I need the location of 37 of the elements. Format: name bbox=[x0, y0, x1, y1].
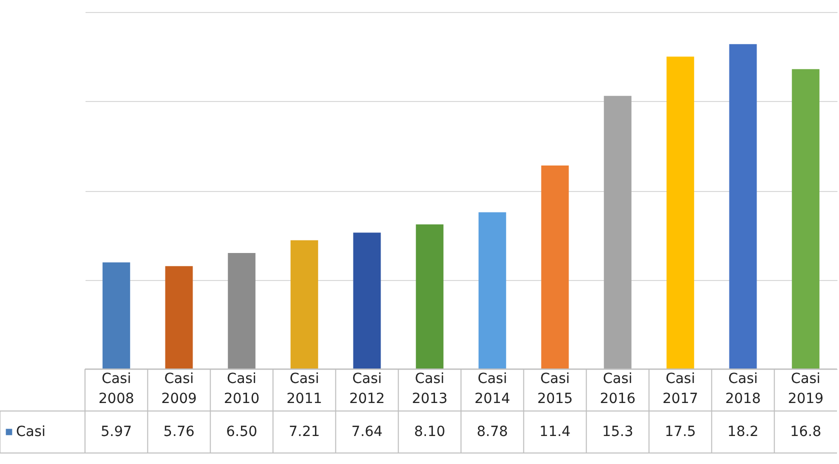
x-tick-label: Casi 2011 bbox=[286, 371, 322, 407]
data-label: 8.10 bbox=[414, 424, 446, 440]
data-label: 5.97 bbox=[100, 424, 132, 440]
bar bbox=[353, 232, 381, 369]
x-tick-label: Casi 2015 bbox=[537, 371, 573, 407]
data-label: 15.3 bbox=[602, 424, 634, 440]
x-tick-label: Casi 2019 bbox=[788, 371, 824, 407]
x-tick-label: Casi 2008 bbox=[98, 371, 134, 407]
bar bbox=[541, 166, 569, 369]
bar bbox=[102, 262, 130, 369]
data-label: 16.8 bbox=[790, 424, 822, 440]
legend-label: Casi bbox=[16, 424, 46, 440]
bar bbox=[228, 252, 256, 369]
bar bbox=[478, 212, 506, 369]
data-label: 11.4 bbox=[539, 424, 571, 440]
bar bbox=[729, 44, 757, 369]
x-tick-label: Casi 2010 bbox=[224, 371, 260, 407]
bar bbox=[666, 56, 694, 369]
bar bbox=[792, 69, 820, 369]
bar bbox=[416, 224, 444, 369]
x-tick-label: Casi 2017 bbox=[662, 371, 698, 407]
data-label: 6.50 bbox=[226, 424, 258, 440]
x-tick-label: Casi 2009 bbox=[161, 371, 197, 407]
bar bbox=[604, 96, 632, 369]
data-label: 7.21 bbox=[288, 424, 320, 440]
data-label: 18.2 bbox=[727, 424, 759, 440]
bar bbox=[165, 266, 193, 369]
data-label: 5.76 bbox=[163, 424, 195, 440]
data-label: 7.64 bbox=[351, 424, 383, 440]
x-tick-label: Casi 2013 bbox=[412, 371, 448, 407]
x-tick-label: Casi 2012 bbox=[349, 371, 385, 407]
data-label: 17.5 bbox=[664, 424, 696, 440]
x-tick-label: Casi 2018 bbox=[725, 371, 761, 407]
data-label: 8.78 bbox=[476, 424, 508, 440]
bar bbox=[290, 240, 318, 369]
x-tick-label: Casi 2016 bbox=[600, 371, 636, 407]
x-tick-label: Casi 2014 bbox=[474, 371, 510, 407]
